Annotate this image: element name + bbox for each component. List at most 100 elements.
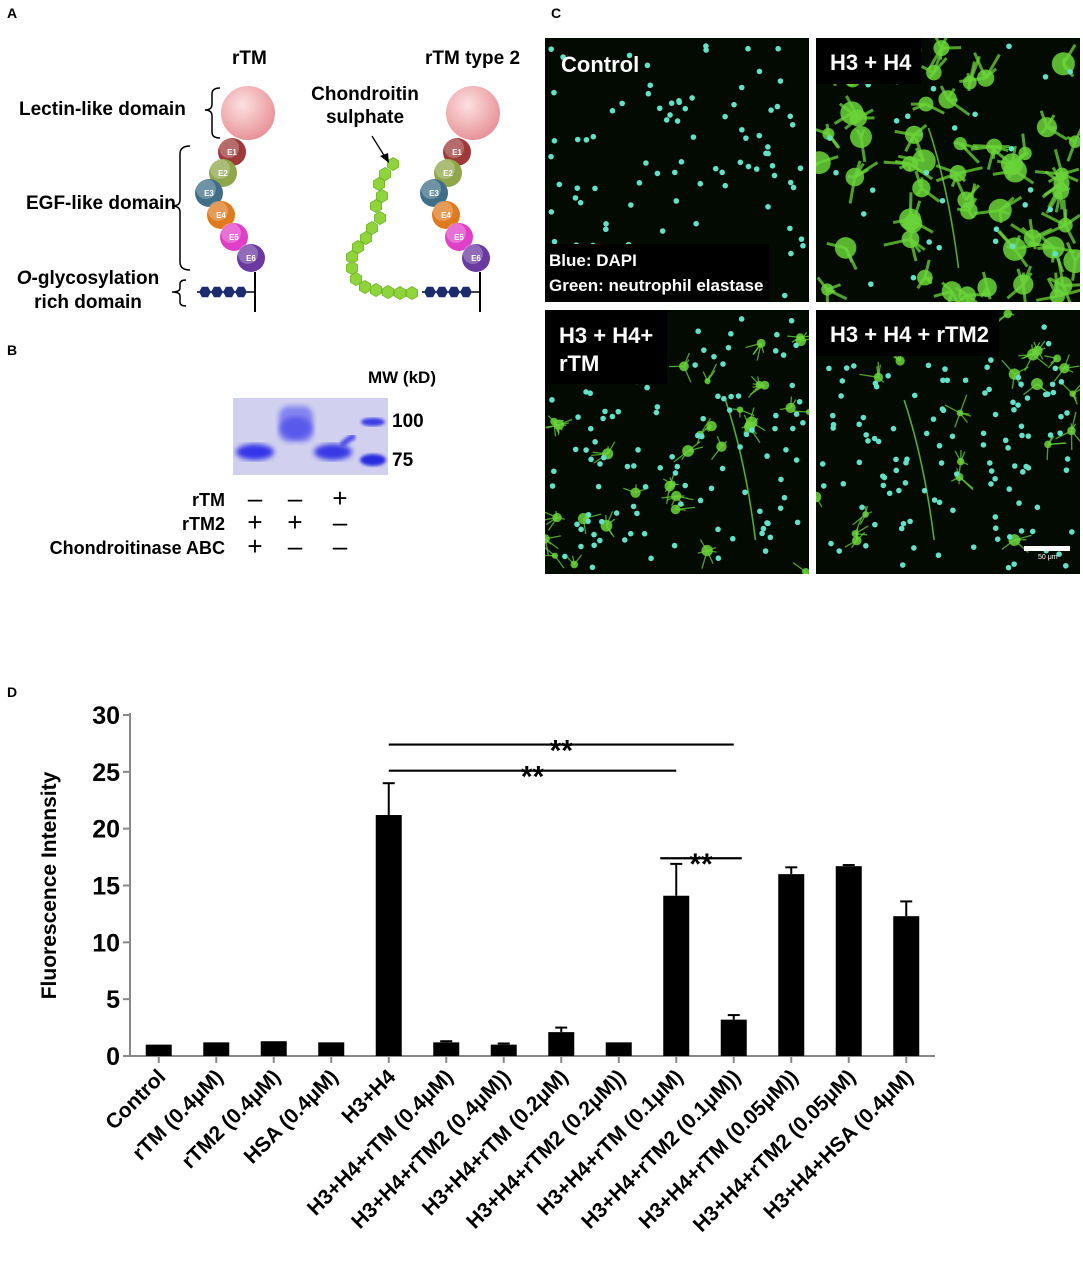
egf-unit-label: E6 (246, 254, 256, 263)
cell-nucleus (765, 150, 771, 157)
oglyco-hexagon (436, 286, 448, 298)
cell-nucleus (726, 407, 733, 413)
bar (260, 1041, 287, 1056)
cell-nucleus (682, 482, 689, 489)
cell-nucleus (762, 548, 769, 554)
net-blob (949, 164, 967, 182)
egf-highlight (421, 179, 441, 199)
net-blob (671, 490, 682, 502)
egf-highlight (208, 201, 228, 221)
oglyco-rest: -glycosylation (31, 268, 160, 289)
bar (548, 1032, 575, 1056)
cell-nucleus (548, 153, 554, 160)
egf-unit (432, 201, 460, 229)
cell-nucleus (742, 489, 748, 496)
cell-nucleus (774, 103, 781, 110)
cell-nucleus (936, 499, 943, 506)
oglyco-hexagon (448, 286, 460, 298)
net-blob (570, 560, 579, 569)
cell-nucleus (787, 113, 794, 120)
cell-nucleus (921, 487, 928, 494)
cell-nucleus (693, 220, 699, 227)
net-blob (736, 406, 744, 413)
cell-nucleus (585, 511, 592, 518)
net-blob (901, 230, 920, 249)
cell-nucleus (689, 95, 695, 101)
net-blob (716, 441, 727, 452)
cell-nucleus (690, 134, 697, 140)
cell-nucleus (674, 463, 681, 470)
rtm-lectin-domain (221, 86, 275, 140)
cell-nucleus (789, 382, 796, 389)
cell-nucleus (1019, 432, 1025, 439)
gel-sign: + (287, 507, 303, 537)
egf-highlight (196, 179, 216, 199)
cell-nucleus (930, 85, 937, 92)
cell-nucleus (942, 366, 948, 372)
cell-nucleus (626, 52, 633, 59)
cell-nucleus (673, 198, 680, 204)
bar (203, 1042, 230, 1056)
egf-unit-label: E5 (229, 233, 239, 242)
net-blob (704, 378, 711, 385)
gel-sign: – (247, 483, 263, 513)
cell-nucleus (833, 169, 839, 176)
cell-nucleus (719, 169, 725, 176)
net-blob (1067, 426, 1076, 436)
cell-nucleus (863, 432, 869, 438)
cell-nucleus (860, 211, 867, 217)
cell-nucleus (574, 521, 580, 528)
cell-nucleus (1008, 145, 1015, 152)
cell-nucleus (578, 543, 584, 550)
egf-unit-label: E4 (216, 211, 226, 220)
gel-row-label-rtm2: rTM2 (181, 514, 225, 534)
egf-unit (443, 138, 471, 166)
cell-nucleus (599, 518, 605, 525)
cell-nucleus (859, 504, 865, 511)
micrograph-title: H3 + H4 (816, 38, 922, 84)
bar (490, 1044, 517, 1056)
cell-nucleus (753, 166, 760, 172)
oglyco-hexagon (424, 286, 436, 298)
cell-nucleus (863, 543, 869, 549)
cell-nucleus (765, 203, 771, 210)
cell-nucleus (953, 471, 960, 477)
cell-nucleus (1067, 69, 1073, 75)
y-axis-label: Fluorescence Intensity (38, 771, 61, 999)
cell-nucleus (774, 331, 780, 338)
cell-nucleus (788, 250, 794, 257)
cell-nucleus (588, 456, 594, 463)
egf-unit (218, 138, 246, 166)
cell-nucleus (735, 393, 742, 399)
x-tick-label: rTM2 (0.4μM) (177, 1065, 285, 1173)
cell-nucleus (1029, 528, 1036, 535)
cell-nucleus (893, 467, 900, 474)
cell-nucleus (1034, 504, 1041, 511)
cell-nucleus (678, 159, 685, 165)
cell-nucleus (772, 425, 778, 432)
cell-nucleus (721, 395, 727, 402)
cell-nucleus (775, 45, 781, 52)
cell-nucleus (787, 225, 793, 232)
cell-nucleus (940, 377, 946, 384)
cell-nucleus (1018, 528, 1025, 534)
cell-nucleus (767, 534, 774, 541)
egf-unit-label: E5 (454, 233, 464, 242)
net-blob (816, 151, 831, 175)
cell-nucleus (856, 421, 863, 428)
net-blob (668, 480, 676, 488)
cell-nucleus (583, 389, 589, 395)
net-blob (926, 64, 942, 81)
cell-nucleus (783, 447, 789, 453)
oglyco-hexagon (199, 286, 211, 298)
cell-nucleus (722, 182, 729, 189)
cell-nucleus (1015, 402, 1021, 408)
rtm2-egf-domain: E1 E2 E3 E4 E5 E6 (420, 138, 490, 272)
net-blob (957, 191, 975, 209)
significance-label: ** (550, 735, 574, 768)
gel-sign: + (332, 483, 348, 513)
cell-nucleus (868, 281, 874, 287)
net-blob (873, 372, 884, 382)
cell-nucleus (729, 535, 736, 542)
cell-nucleus (898, 525, 905, 532)
